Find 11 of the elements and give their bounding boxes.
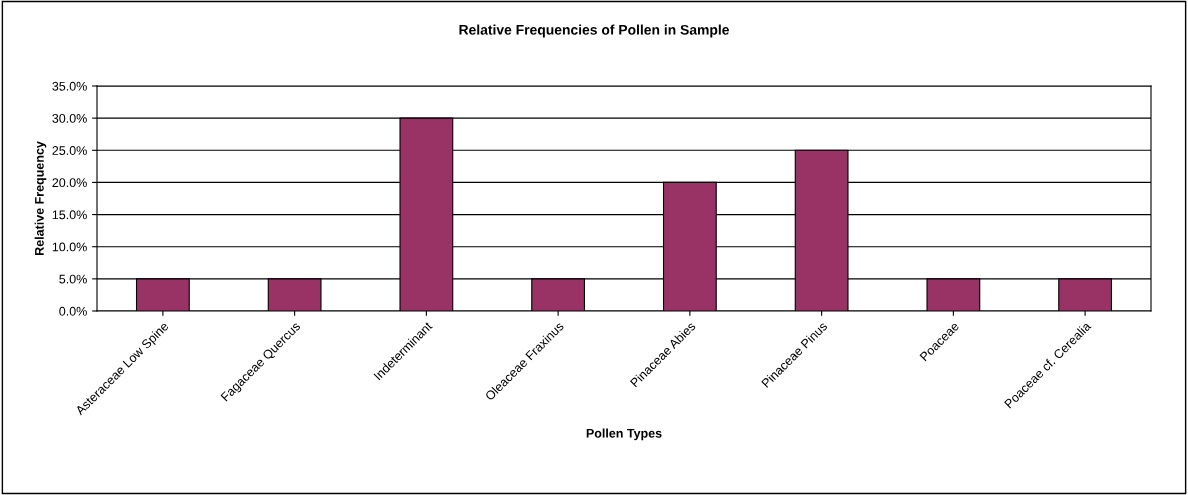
- y-tick-label: 30.0%: [52, 113, 87, 123]
- y-tick-label: 20.0%: [52, 178, 87, 188]
- chart-title: Relative Frequencies of Pollen in Sample: [459, 24, 729, 38]
- y-tick-label: 15.0%: [52, 210, 87, 220]
- y-tick-label: 25.0%: [52, 146, 87, 155]
- y-tick-label: 10.0%: [52, 242, 87, 252]
- y-tick-label: 0.0%: [59, 306, 87, 316]
- y-axis-title: Relative Frequency: [34, 141, 47, 255]
- y-tick-label: 35.0%: [52, 81, 87, 91]
- y-tick-label: 5.0%: [59, 274, 87, 284]
- x-axis-title: Pollen Types: [586, 428, 662, 441]
